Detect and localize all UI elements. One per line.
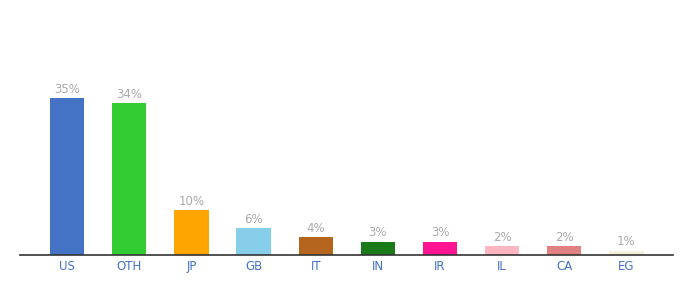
Bar [423, 242, 457, 255]
Bar [50, 98, 84, 255]
Text: 10%: 10% [178, 195, 205, 208]
Text: 1%: 1% [617, 235, 636, 248]
Bar [361, 242, 395, 255]
Bar [112, 103, 146, 255]
Bar [237, 228, 271, 255]
Bar [299, 237, 333, 255]
Text: 6%: 6% [244, 213, 263, 226]
Bar [174, 210, 209, 255]
Bar [547, 246, 581, 255]
Text: 35%: 35% [54, 83, 80, 96]
Text: 3%: 3% [430, 226, 449, 239]
Text: 34%: 34% [116, 88, 142, 101]
Bar [485, 246, 520, 255]
Text: 4%: 4% [307, 222, 325, 235]
Text: 2%: 2% [493, 231, 511, 244]
Text: 2%: 2% [555, 231, 574, 244]
Bar [609, 250, 643, 255]
Text: 3%: 3% [369, 226, 387, 239]
